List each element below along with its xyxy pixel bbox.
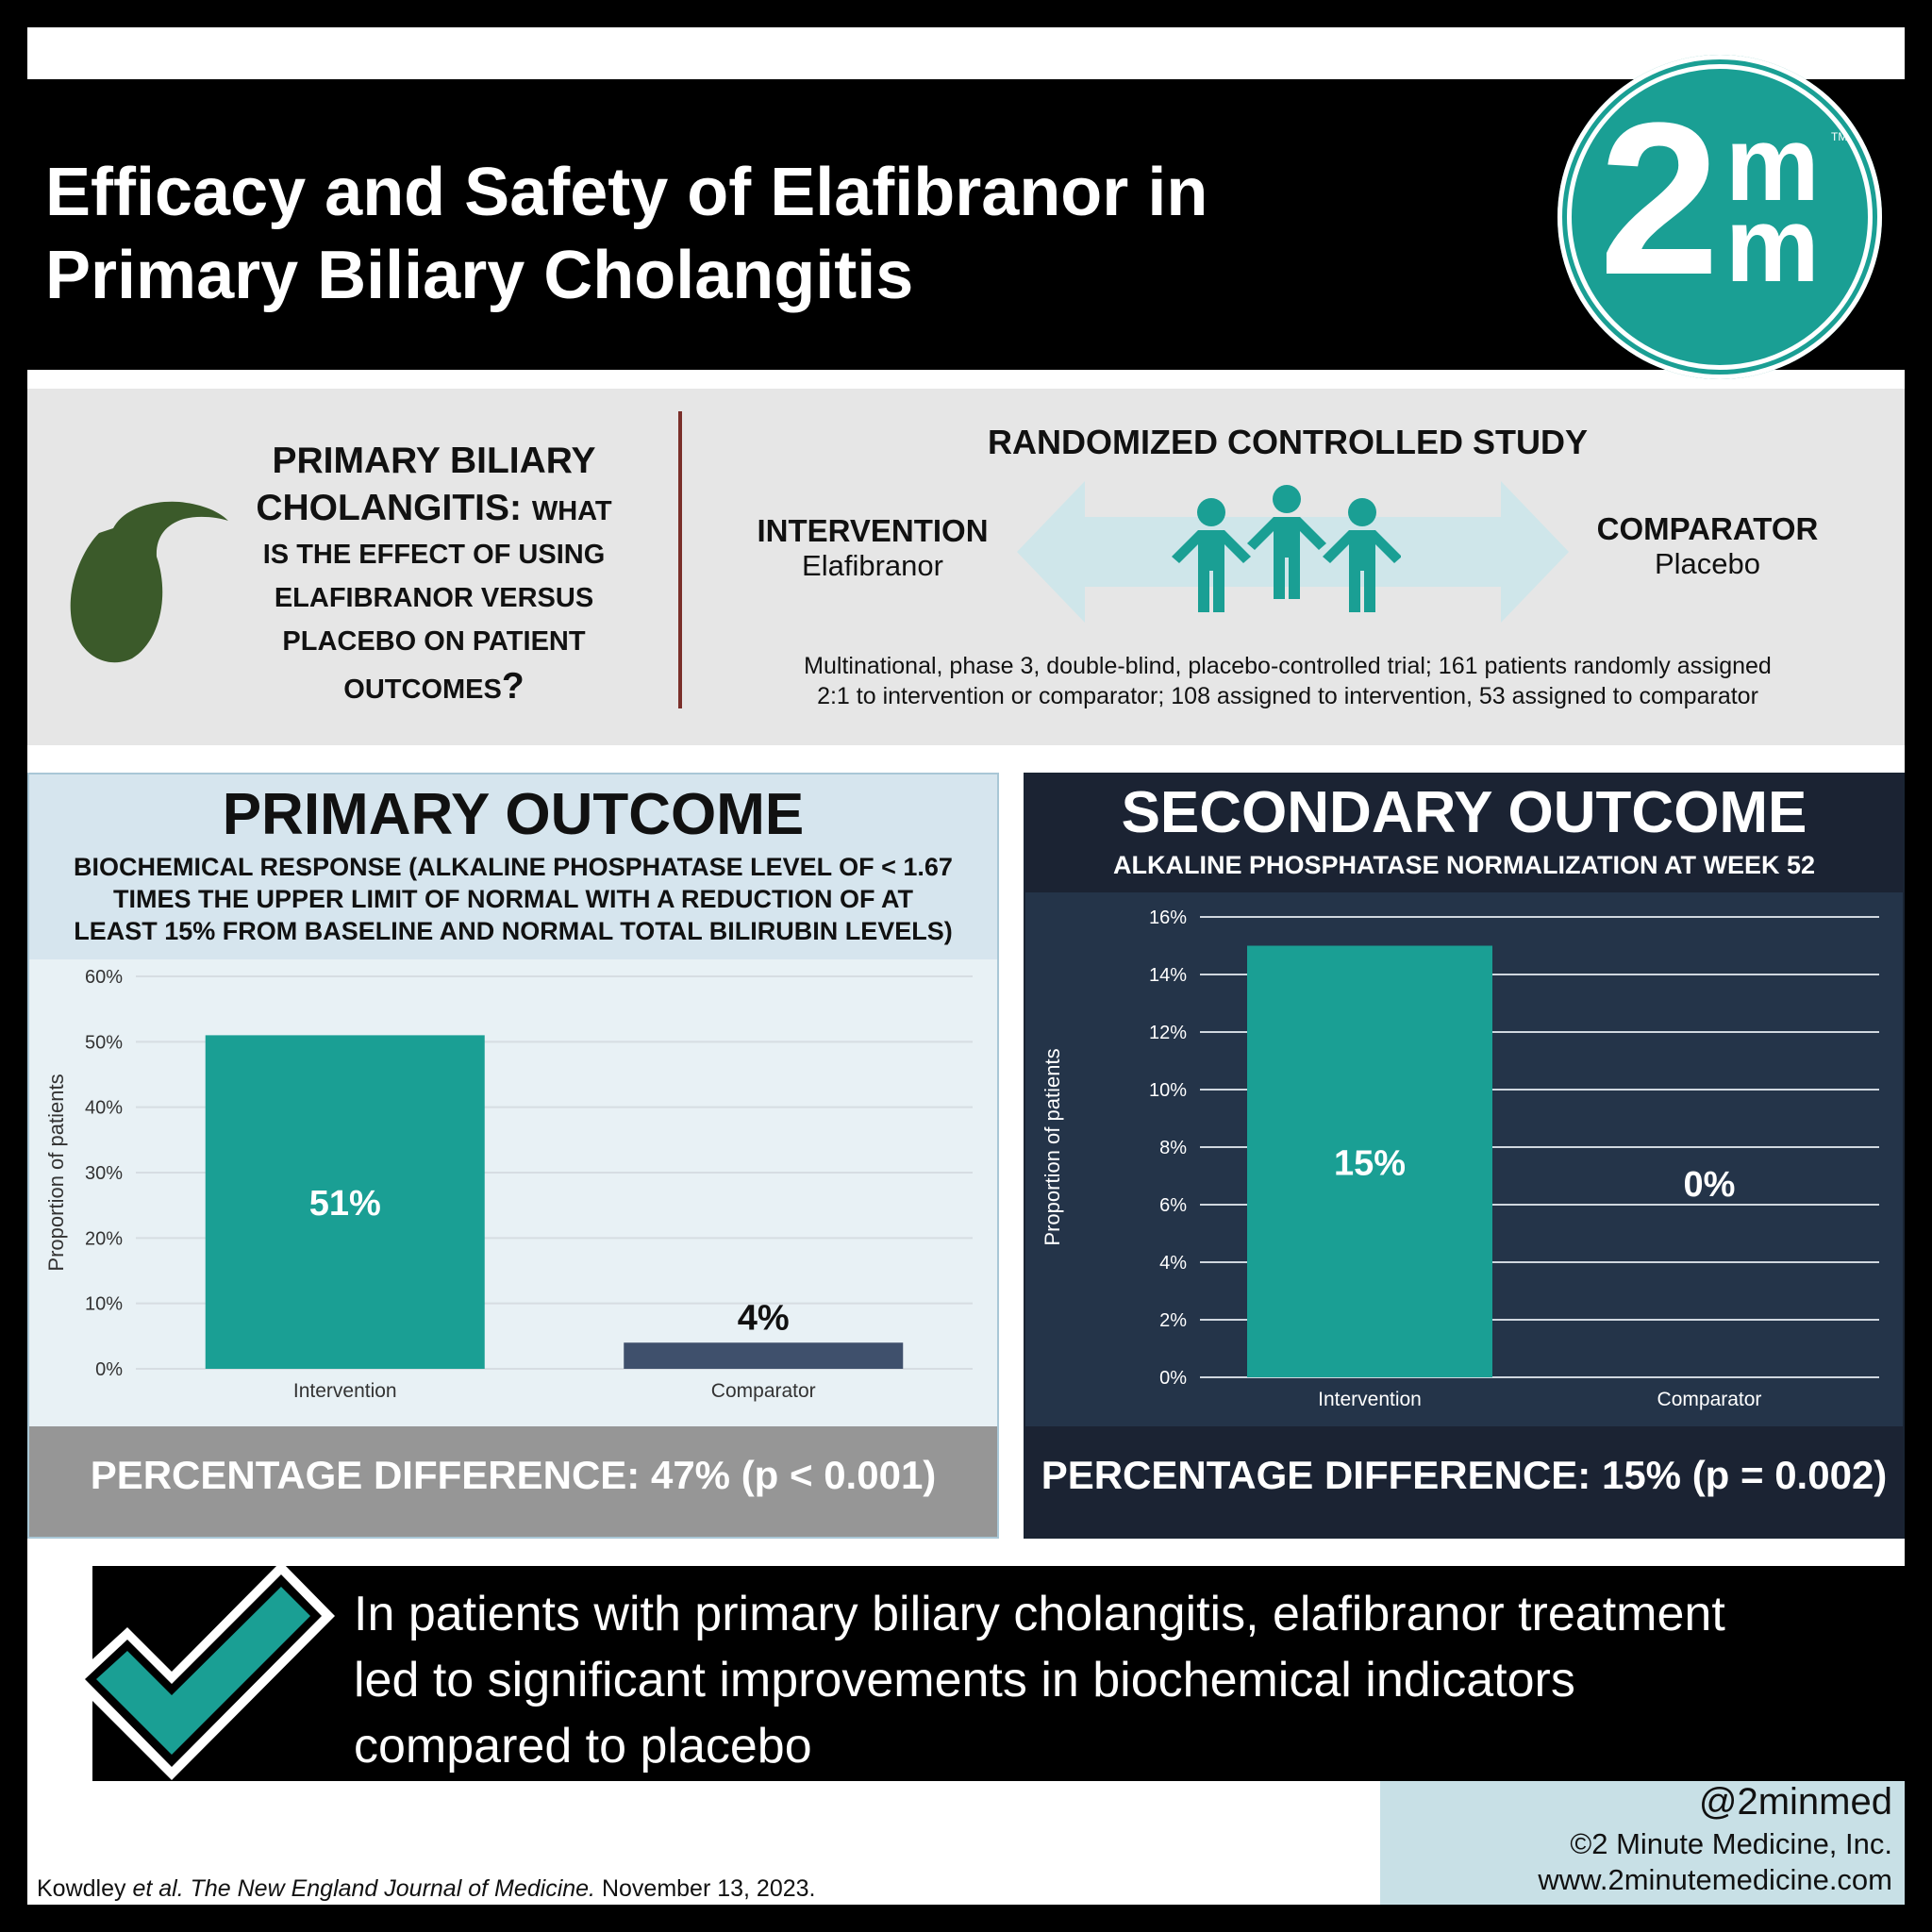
citation-journal: et al. The New England Journal of Medici… xyxy=(132,1875,596,1902)
y-axis-label: Proportion of patients xyxy=(1041,1048,1064,1245)
primary-difference-bar xyxy=(29,1426,997,1537)
bar-intervention xyxy=(1247,945,1492,1377)
primary-outcome-chart: 0% 10% 20% 30% 40% 50% 60% 51% Intervention 4% Com… xyxy=(44,967,973,1402)
logo-m-bottom: m xyxy=(1725,186,1820,304)
study-panel xyxy=(27,389,1905,745)
intervention-block: INTERVENTION Elafibranor xyxy=(736,513,1009,583)
comparator-value: Placebo xyxy=(1654,547,1761,580)
data-label: 0% xyxy=(1684,1165,1736,1205)
study-description-line-2: 2:1 to intervention or comparator; 108 a… xyxy=(817,683,1758,709)
secondary-difference-bar xyxy=(1025,1426,1903,1537)
y-tick-label: 12% xyxy=(1149,1023,1187,1043)
primary-subtitle-line-1: BIOCHEMICAL RESPONSE (ALKALINE PHOSPHATA… xyxy=(74,853,953,881)
credits: ©2 Minute Medicine, Inc. www.2minutemedi… xyxy=(1380,1826,1892,1898)
secondary-outcome-subtitle: ALKALINE PHOSPHATASE NORMALIZATION AT WE… xyxy=(1112,851,1815,879)
secondary-outcome-title: SECONDARY OUTCOME xyxy=(1121,780,1807,845)
question-line-4: ELAFIBRANOR VERSUS xyxy=(274,583,594,613)
conclusion-banner xyxy=(92,1566,1905,1781)
title-line-1: Efficacy and Safety of Elafibranor in xyxy=(45,155,1208,230)
y-tick-label: 30% xyxy=(85,1163,123,1184)
primary-difference-text: PERCENTAGE DIFFERENCE: 47% (p < 0.001) xyxy=(90,1453,937,1497)
y-tick-label: 0% xyxy=(1159,1368,1187,1389)
logo-numeral: 2 xyxy=(1599,77,1720,320)
secondary-difference-text: PERCENTAGE DIFFERENCE: 15% (p = 0.002) xyxy=(1041,1453,1888,1497)
x-tick-label: Comparator xyxy=(1657,1389,1762,1410)
y-axis-label: Proportion of patients xyxy=(44,1074,68,1271)
data-label: 51% xyxy=(309,1184,381,1224)
y-tick-label: 60% xyxy=(85,967,123,988)
gallbladder-icon xyxy=(70,501,228,663)
x-tick-label: Comparator xyxy=(711,1380,816,1402)
study-description: Multinational, phase 3, double-blind, pl… xyxy=(717,651,1858,711)
website-url: www.2minutemedicine.com xyxy=(1538,1863,1892,1896)
patients-icon xyxy=(1172,485,1401,612)
y-tick-label: 2% xyxy=(1159,1310,1187,1331)
comparator-label: COMPARATOR xyxy=(1596,511,1819,546)
conclusion-text: In patients with primary biliary cholang… xyxy=(354,1581,1882,1779)
question-line-5: PLACEBO ON PATIENT xyxy=(282,626,586,657)
y-tick-label: 6% xyxy=(1159,1195,1187,1216)
intervention-value: Elafibranor xyxy=(802,549,943,582)
question-outcomes: OUTCOMES xyxy=(343,675,502,705)
comparator-block: COMPARATOR Placebo xyxy=(1566,511,1849,581)
study-type-title: RANDOMIZED CONTROLLED STUDY xyxy=(988,423,1588,461)
bar-intervention xyxy=(205,1035,485,1369)
y-tick-label: 8% xyxy=(1159,1138,1187,1158)
secondary-outcome-chart: 0% 2% 4% 6% 8% 10% 12% 14% 16% 15% Intervention 0% C… xyxy=(1041,908,1879,1410)
y-tick-label: 40% xyxy=(85,1098,123,1119)
research-question: PRIMARY BILIARY CHOLANGITIS: WHAT IS THE… xyxy=(217,438,651,711)
question-mark: ? xyxy=(501,666,525,707)
secondary-outcome-header xyxy=(1025,774,1903,892)
question-line-3: IS THE EFFECT OF USING xyxy=(262,540,606,570)
primary-outcome-title: PRIMARY OUTCOME xyxy=(222,782,805,847)
citation-date: November 13, 2023. xyxy=(595,1875,816,1902)
logo-trademark: TM xyxy=(1831,130,1848,143)
x-tick-label: Intervention xyxy=(293,1380,397,1402)
conclusion-line-3: compared to placebo xyxy=(354,1719,812,1774)
title-line-2: Primary Biliary Cholangitis xyxy=(45,238,914,313)
y-tick-label: 4% xyxy=(1159,1253,1187,1274)
y-tick-label: 10% xyxy=(1149,1080,1187,1101)
question-line-1: PRIMARY BILIARY xyxy=(272,441,596,481)
logo-ring xyxy=(1567,64,1873,370)
primary-subtitle-line-2: TIMES THE UPPER LIMIT OF NORMAL WITH A R… xyxy=(113,885,913,913)
intervention-label: INTERVENTION xyxy=(757,513,989,548)
logo-m-top: m xyxy=(1725,105,1820,223)
citation-authors: Kowdley xyxy=(37,1875,133,1902)
y-tick-label: 14% xyxy=(1149,965,1187,986)
panel-divider xyxy=(678,411,682,708)
data-label: 4% xyxy=(738,1298,790,1338)
question-line-2: CHOLANGITIS: WHAT xyxy=(217,485,651,533)
credits-box xyxy=(1380,1781,1905,1905)
y-tick-label: 16% xyxy=(1149,908,1187,928)
data-label: 15% xyxy=(1334,1143,1406,1183)
question-topic: CHOLANGITIS: xyxy=(256,488,522,528)
y-tick-label: 10% xyxy=(85,1294,123,1315)
primary-outcome-header xyxy=(29,774,997,959)
social-handle: @2minmed xyxy=(1698,1781,1892,1823)
y-tick-label: 0% xyxy=(95,1359,123,1380)
conclusion-line-1: In patients with primary biliary cholang… xyxy=(354,1587,1725,1641)
brand-logo: 2 m m TM xyxy=(1557,55,1882,379)
page-title: Efficacy and Safety of Elafibranor in Pr… xyxy=(45,151,1366,317)
question-what: WHAT xyxy=(531,496,612,526)
y-tick-label: 20% xyxy=(85,1228,123,1249)
checkmark-icon xyxy=(71,1561,335,1780)
question-line-6: OUTCOMES? xyxy=(217,663,651,711)
primary-outcome-subtitle: BIOCHEMICAL RESPONSE (ALKALINE PHOSPHATA… xyxy=(39,851,988,947)
primary-subtitle-line-3: LEAST 15% FROM BASELINE AND NORMAL TOTAL… xyxy=(74,917,953,945)
citation: Kowdley et al. The New England Journal o… xyxy=(37,1875,816,1903)
conclusion-line-2: led to significant improvements in bioch… xyxy=(354,1653,1575,1707)
bar-comparator xyxy=(624,1342,904,1369)
x-tick-label: Intervention xyxy=(1318,1389,1422,1410)
y-tick-label: 50% xyxy=(85,1032,123,1053)
copyright-text: ©2 Minute Medicine, Inc. xyxy=(1570,1827,1892,1860)
study-description-line-1: Multinational, phase 3, double-blind, pl… xyxy=(804,653,1772,679)
